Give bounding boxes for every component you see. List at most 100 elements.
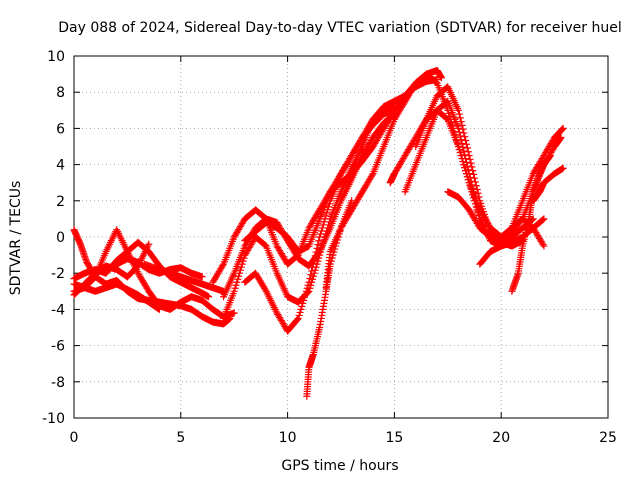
data-point-marker: [303, 284, 311, 292]
data-point-marker: [473, 185, 481, 193]
data-point-marker: [466, 155, 474, 163]
y-tick-label: 0: [56, 230, 65, 246]
data-point-marker: [455, 110, 463, 118]
data-point-marker: [310, 256, 318, 264]
data-point-marker: [471, 192, 478, 200]
data-point-marker: [559, 124, 567, 132]
data-point-marker: [461, 133, 469, 141]
data-point-marker: [231, 284, 239, 292]
data-point-marker: [456, 149, 464, 157]
data-point-marker: [459, 143, 467, 151]
data-point-marker: [323, 209, 331, 217]
y-tick-label: 10: [47, 49, 65, 65]
data-point-marker: [322, 212, 330, 220]
x-axis-label: GPS time / hours: [281, 458, 398, 474]
data-point-marker: [557, 133, 565, 141]
data-point-marker: [471, 196, 479, 204]
data-point-marker: [155, 305, 163, 313]
data-point-marker: [539, 241, 547, 249]
data-point-marker: [463, 144, 471, 152]
data-point-marker: [306, 274, 314, 282]
x-tick-label: 0: [70, 430, 79, 446]
data-point-marker: [317, 230, 325, 238]
data-point-marker: [230, 287, 238, 295]
data-point-marker: [559, 164, 567, 172]
data-point-marker: [454, 143, 462, 150]
data-point-marker: [468, 163, 476, 171]
data-point-marker: [302, 287, 310, 295]
data-point-marker: [463, 162, 471, 170]
data-point-marker: [540, 215, 548, 223]
data-point-marker: [457, 152, 465, 160]
tick-labels: 0 5 10 15 20 25 -10 -8 -6 -4 -2 0 2 4 6 8 10: [42, 49, 617, 446]
data-point-marker: [455, 146, 463, 154]
data-point-marker: [462, 140, 470, 148]
data-point-marker: [458, 139, 466, 147]
data-point-marker: [320, 218, 328, 226]
data-point-marker: [469, 185, 477, 193]
data-point-marker: [368, 171, 376, 179]
data-point-marker: [235, 272, 243, 280]
data-point-marker: [456, 132, 464, 140]
y-tick-label: -10: [42, 411, 65, 427]
data-point-marker: [239, 257, 247, 265]
series-track-12: [241, 103, 398, 335]
data-point-marker: [305, 278, 313, 286]
data-point-marker: [473, 204, 481, 212]
x-tick-label: 5: [176, 430, 185, 446]
data-point-marker: [459, 125, 467, 133]
data-point-marker: [460, 147, 468, 155]
data-point-marker: [309, 263, 317, 271]
data-point-marker: [155, 305, 163, 313]
data-point-marker: [456, 114, 464, 122]
data-point-marker: [237, 263, 245, 271]
data-point-marker: [293, 316, 301, 324]
data-point-marker: [462, 155, 470, 163]
x-tick-label: 20: [492, 430, 510, 446]
data-point-marker: [307, 271, 315, 279]
data-point-marker: [308, 267, 316, 275]
data-point-marker: [316, 233, 324, 241]
data-point-marker: [437, 74, 445, 82]
data-point-marker: [475, 211, 483, 219]
data-point-marker: [474, 189, 482, 197]
data-point-marker: [318, 224, 326, 232]
data-point-marker: [467, 159, 475, 167]
data-point-marker: [471, 178, 479, 186]
series-track-16: [401, 97, 537, 246]
data-point-marker: [297, 305, 305, 313]
y-tick-label: 6: [56, 121, 65, 137]
data-point-marker: [234, 275, 242, 283]
data-point-marker: [458, 121, 466, 129]
y-tick-label: -2: [51, 266, 65, 282]
data-point-marker: [325, 203, 333, 211]
data-point-marker: [312, 248, 320, 256]
data-point-marker: [317, 227, 325, 235]
series-track-7: [140, 260, 228, 295]
data-point-marker: [296, 308, 304, 316]
data-point-marker: [465, 152, 473, 160]
data-point-marker: [467, 177, 475, 185]
data-point-marker: [471, 174, 478, 182]
data-point-marker: [558, 126, 566, 134]
data-point-marker: [457, 136, 465, 144]
data-point-marker: [475, 193, 483, 201]
data-point-marker: [230, 309, 238, 317]
data-point-marker: [232, 281, 240, 289]
data-point-marker: [390, 103, 398, 111]
data-point-marker: [298, 302, 306, 310]
series-track-20: [508, 152, 554, 295]
data-points: [70, 66, 567, 400]
data-point-marker: [309, 259, 317, 267]
data-point-marker: [461, 151, 469, 159]
data-point-marker: [311, 252, 319, 260]
data-point-marker: [468, 181, 476, 189]
data-point-marker: [300, 296, 308, 304]
data-point-marker: [540, 242, 548, 250]
data-point-marker: [219, 262, 227, 270]
data-point-marker: [294, 314, 302, 322]
data-point-marker: [304, 281, 312, 289]
y-axis-label: SDTVAR / TECUs: [8, 181, 24, 296]
chart-title: Day 088 of 2024, Sidereal Day-to-day VTE…: [58, 20, 621, 36]
